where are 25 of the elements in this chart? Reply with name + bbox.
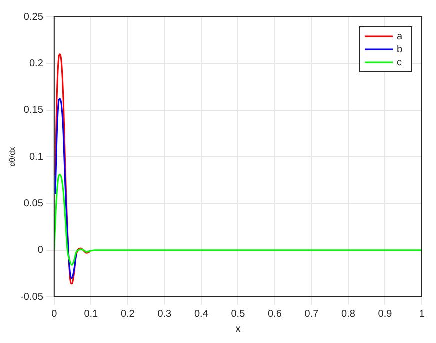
legend-label: b [397, 44, 403, 56]
x-tick-label: 0.1 [84, 308, 99, 320]
y-tick-label: -0.05 [20, 292, 44, 303]
x-tick-label: 0.3 [158, 308, 172, 320]
x-tick-label: 0.7 [304, 308, 320, 320]
y-tick-label: 0.2 [29, 58, 44, 70]
x-axis-title: x [236, 324, 241, 335]
y-tick-label: 0.25 [24, 12, 44, 23]
y-axis-title: dθ/dx [8, 147, 18, 167]
y-tick-label: 0.15 [24, 105, 44, 116]
x-tick-label: 0.8 [342, 308, 356, 320]
x-tick-label: 0.9 [378, 308, 393, 320]
x-tick-label: 0.4 [194, 308, 209, 320]
legend-label: c [397, 57, 402, 68]
line-series [54, 98, 78, 280]
x-tick-label: 0.2 [120, 308, 136, 320]
y-tick-label: 0 [38, 245, 44, 256]
line-series [54, 54, 90, 285]
x-tick-label: 0.5 [231, 308, 246, 320]
x-tick-label: 0 [52, 308, 58, 320]
x-tick-label: 0.6 [268, 308, 282, 320]
y-tick-label: 0.05 [24, 198, 44, 210]
x-tick-label: 1 [419, 308, 426, 320]
y-tick-label: 0.1 [29, 152, 44, 163]
legend-label: a [397, 31, 403, 42]
